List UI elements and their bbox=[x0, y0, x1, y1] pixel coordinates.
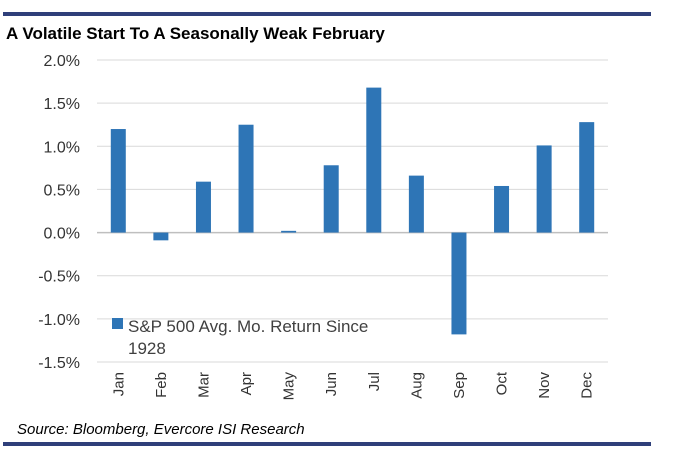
y-tick-label: -1.5% bbox=[38, 355, 80, 372]
y-tick-label: 2.0% bbox=[44, 53, 80, 70]
y-tick-label: 1.0% bbox=[44, 139, 80, 156]
bar-oct bbox=[494, 185, 510, 233]
bar-jan bbox=[110, 129, 126, 233]
bar-apr bbox=[238, 124, 254, 233]
x-tick-label: Apr bbox=[238, 372, 255, 395]
y-tick-label: 0.0% bbox=[44, 226, 80, 243]
legend-label-line-1: S&P 500 Avg. Mo. Return Since bbox=[128, 317, 368, 336]
y-tick-label: 1.5% bbox=[44, 96, 80, 113]
x-tick-label: Jan bbox=[110, 372, 127, 396]
x-tick-label: Sep bbox=[451, 372, 468, 399]
bars bbox=[110, 87, 595, 335]
bar-jul bbox=[366, 87, 382, 233]
x-tick-label: Feb bbox=[153, 372, 170, 398]
x-axis-ticks: Jan Feb Mar Apr May Jun Jul Aug Sep Oct Nov Dec bbox=[110, 371, 595, 400]
legend-swatch bbox=[112, 318, 123, 329]
y-tick-label: -0.5% bbox=[38, 269, 80, 286]
chart-title: A Volatile Start To A Seasonally Weak Fe… bbox=[6, 24, 385, 43]
bar-sep bbox=[451, 232, 467, 335]
x-tick-label: Nov bbox=[536, 372, 553, 399]
legend: S&P 500 Avg. Mo. Return Since 1928 bbox=[112, 317, 368, 358]
x-tick-label: Jun bbox=[323, 372, 340, 396]
bar-aug bbox=[408, 175, 424, 233]
y-tick-label: -1.0% bbox=[38, 312, 80, 329]
y-axis-ticks: 2.0% 1.5% 1.0% 0.5% 0.0% -0.5% -1.0% -1.5% bbox=[38, 53, 80, 372]
legend-label-line-2: 1928 bbox=[128, 339, 166, 358]
x-tick-label: Aug bbox=[408, 372, 425, 399]
gridlines bbox=[97, 59, 608, 363]
bar-chart: 2.0% 1.5% 1.0% 0.5% 0.0% -0.5% -1.0% -1.5% Jan F… bbox=[38, 53, 608, 400]
bar-dec bbox=[579, 122, 595, 233]
top-rule bbox=[3, 12, 651, 16]
x-tick-label: Mar bbox=[195, 372, 212, 398]
x-tick-label: May bbox=[281, 372, 298, 401]
bar-may bbox=[281, 230, 297, 233]
bar-jun bbox=[323, 165, 339, 233]
x-tick-label: Dec bbox=[579, 372, 596, 399]
x-tick-label: Jul bbox=[366, 372, 383, 391]
bottom-rule bbox=[3, 442, 651, 446]
source-note: Source: Bloomberg, Evercore ISI Research bbox=[17, 421, 305, 438]
x-tick-label: Oct bbox=[494, 371, 511, 395]
bar-nov bbox=[536, 145, 552, 233]
y-tick-label: 0.5% bbox=[44, 182, 80, 199]
bar-mar bbox=[195, 181, 211, 233]
bar-feb bbox=[153, 232, 169, 241]
